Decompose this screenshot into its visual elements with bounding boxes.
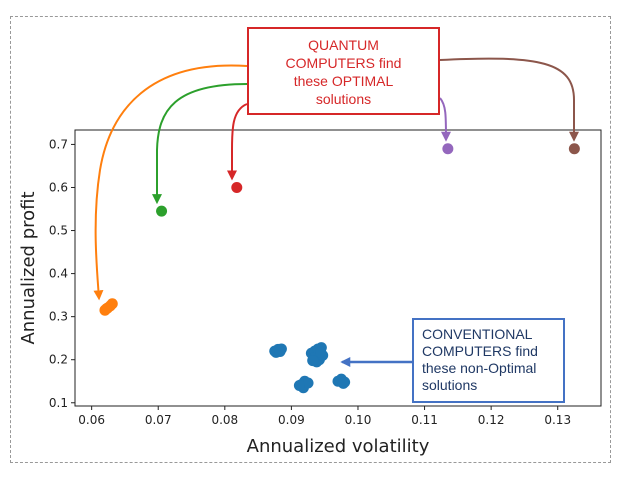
arrow-brown (439, 57, 579, 142)
x-tick-label: 0.07 (145, 413, 172, 427)
conventional-callout: CONVENTIONAL COMPUTERS find these non-Op… (412, 318, 565, 403)
arrow-green (152, 83, 248, 205)
y-tick-label: 0.6 (49, 180, 68, 194)
arrow-orange (93, 64, 248, 301)
quantum-callout-line: solutions (315, 91, 372, 107)
point-conventional (274, 346, 286, 358)
conventional-callout-line: COMPUTERS find (422, 343, 538, 359)
point-red (231, 181, 243, 193)
point-purple (442, 143, 454, 155)
point-conventional (302, 377, 314, 389)
point-conventional (293, 380, 305, 392)
conventional-callout-line: CONVENTIONAL (422, 326, 533, 342)
quantum-callout-line: QUANTUM (308, 37, 379, 53)
point-orange (100, 303, 112, 315)
x-axis-label: Annualized volatility (247, 436, 430, 457)
x-tick-label: 0.12 (478, 413, 505, 427)
point-conventional (307, 355, 319, 367)
quantum-callout-line: COMPUTERS find (285, 55, 402, 71)
point-conventional (337, 377, 349, 389)
x-tick-label: 0.06 (78, 413, 105, 427)
arrow-purple (439, 97, 451, 142)
quantum-callout: QUANTUM COMPUTERS find these OPTIMAL sol… (247, 27, 440, 115)
y-tick-label: 0.3 (49, 310, 68, 324)
point-brown (568, 143, 580, 155)
y-tick-label: 0.4 (49, 267, 68, 281)
x-tick-label: 0.10 (345, 413, 372, 427)
x-tick-label: 0.11 (411, 413, 438, 427)
point-green (156, 205, 168, 217)
y-tick-label: 0.5 (49, 224, 68, 238)
x-tick-label: 0.13 (544, 413, 571, 427)
x-tick-label: 0.09 (278, 413, 305, 427)
point-conventional (315, 346, 327, 358)
y-tick-label: 0.1 (49, 396, 68, 410)
quantum-callout-line: these OPTIMAL (293, 73, 394, 89)
figure-frame (10, 16, 611, 463)
x-tick-label: 0.08 (211, 413, 238, 427)
plot-area (74, 129, 602, 407)
arrow-red (227, 103, 248, 181)
y-tick-label: 0.7 (49, 137, 68, 151)
conventional-callout-line: these non-Optimal (422, 360, 537, 376)
conventional-callout-line: solutions (422, 377, 478, 393)
y-tick-label: 0.2 (49, 353, 68, 367)
y-axis-label: Annualized profit (18, 191, 39, 344)
